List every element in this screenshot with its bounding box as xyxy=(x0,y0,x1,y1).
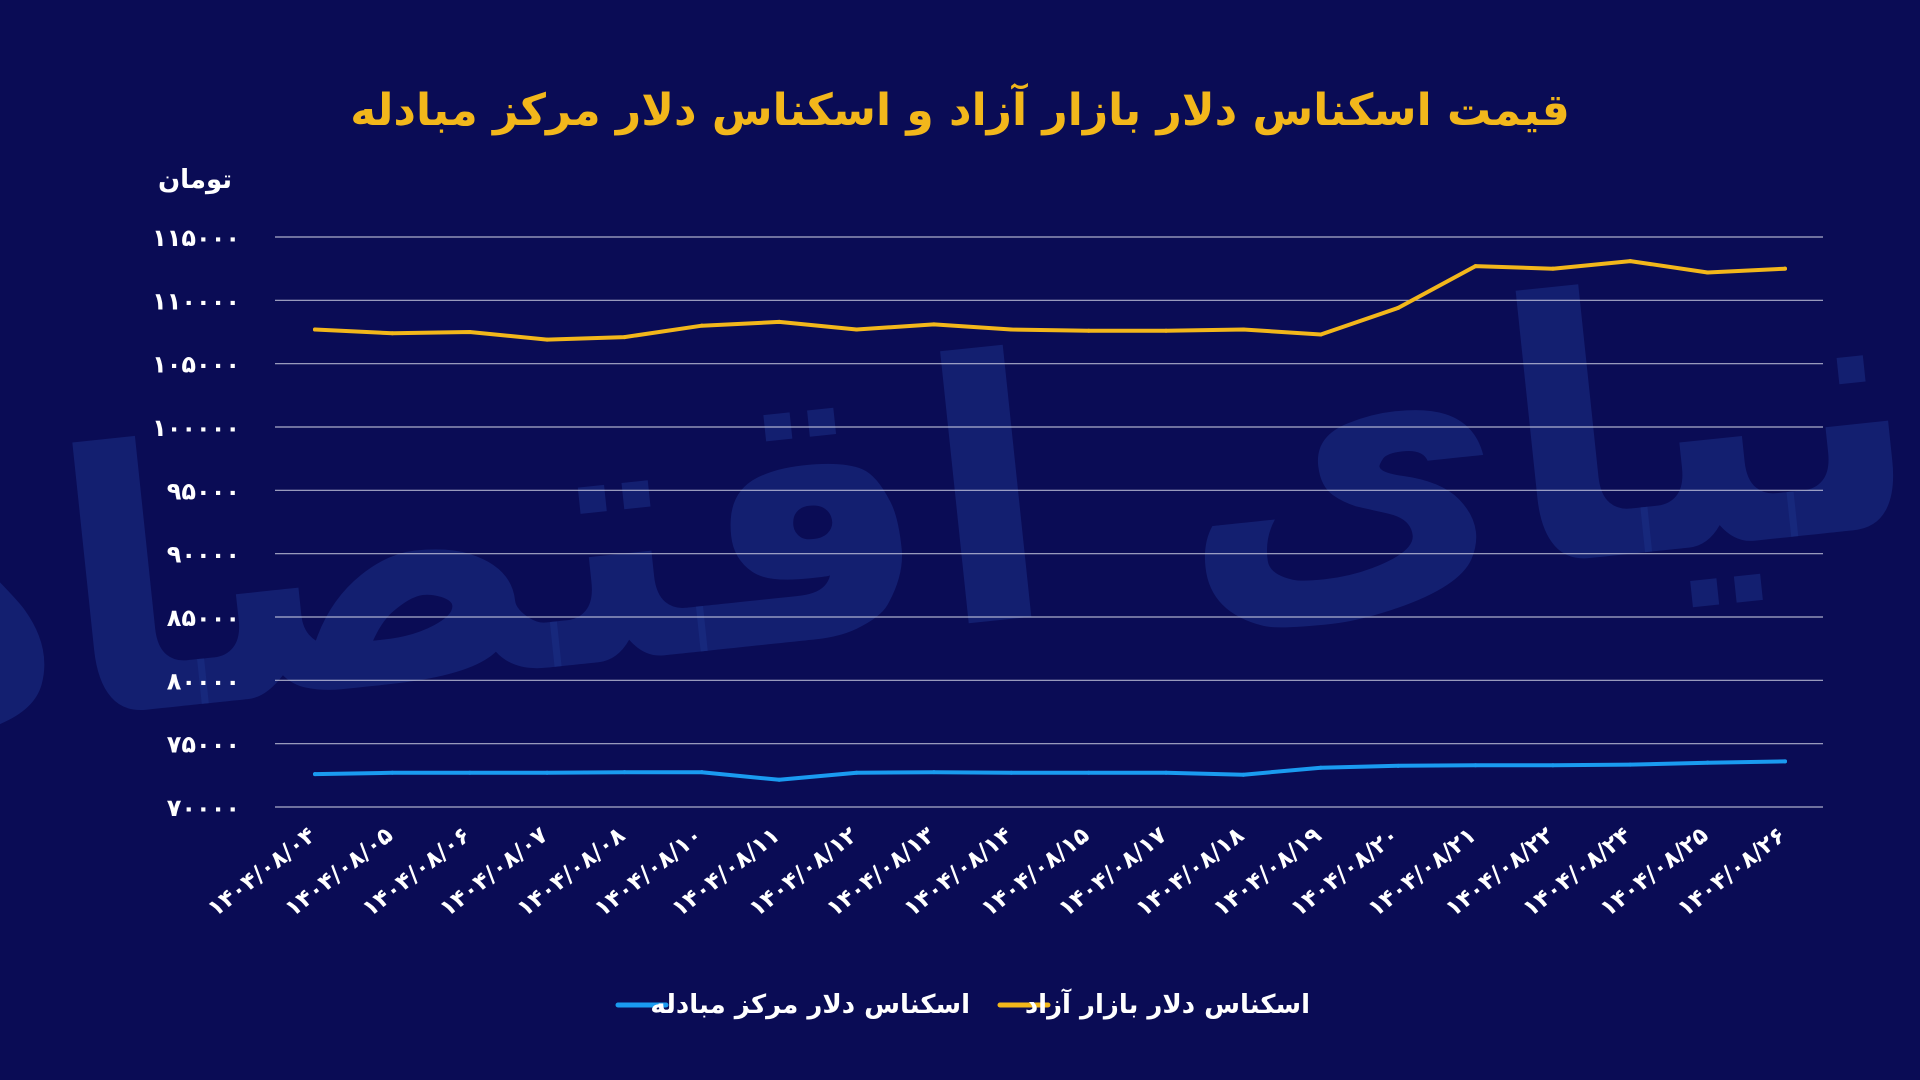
data-point xyxy=(1241,772,1246,777)
data-point xyxy=(1550,266,1555,271)
data-point xyxy=(622,335,627,340)
data-point xyxy=(467,770,472,775)
data-point xyxy=(1396,305,1401,310)
y-tick-label: ۸۰۰۰۰ xyxy=(167,667,240,695)
data-point xyxy=(1164,328,1169,333)
data-point xyxy=(1705,270,1710,275)
y-axis-label: تومان xyxy=(158,165,232,195)
legend-label: اسکناس دلار مرکز مبادله xyxy=(650,990,970,1020)
data-point xyxy=(545,337,550,342)
data-point xyxy=(1396,763,1401,768)
chart-title: قیمت اسکناس دلار بازار آزاد و اسکناس دلا… xyxy=(350,82,1570,136)
y-tick-label: ۷۰۰۰۰ xyxy=(167,794,240,822)
data-point xyxy=(1009,327,1014,332)
data-point xyxy=(777,777,782,782)
data-point xyxy=(390,331,395,336)
legend-label: اسکناس دلار بازار آزاد xyxy=(1025,988,1310,1020)
series-line-free-market xyxy=(313,259,1787,342)
data-point xyxy=(622,770,627,775)
data-point xyxy=(313,772,317,777)
data-point xyxy=(1473,264,1478,269)
data-point xyxy=(1009,770,1014,775)
data-point xyxy=(1086,770,1091,775)
data-point xyxy=(545,770,550,775)
data-point xyxy=(1086,328,1091,333)
y-tick-label: ۹۵۰۰۰ xyxy=(167,477,240,505)
data-point xyxy=(931,770,936,775)
data-point xyxy=(1705,760,1710,765)
data-point xyxy=(699,770,704,775)
data-point xyxy=(390,770,395,775)
y-tick-label: ۷۵۰۰۰ xyxy=(167,731,240,759)
series-line-exchange-center xyxy=(313,759,1787,782)
data-point xyxy=(1473,763,1478,768)
series-layer xyxy=(313,259,1787,782)
y-tick-label: ۱۱۵۰۰۰ xyxy=(152,224,240,252)
data-point xyxy=(1783,266,1787,271)
legend: اسکناس دلار بازار آزاد اسکناس دلار مرکز م… xyxy=(615,988,1310,1020)
data-point xyxy=(1318,332,1323,337)
data-point xyxy=(467,330,472,334)
data-point xyxy=(1628,259,1633,264)
data-point xyxy=(1164,770,1169,775)
data-point xyxy=(1628,762,1633,767)
x-tick-labels: ۱۴۰۴/۰۸/۰۴۱۴۰۴/۰۸/۰۵۱۴۰۴/۰۸/۰۶۱۴۰۴/۰۸/۰۷… xyxy=(203,822,1791,922)
y-tick-label: ۱۱۰۰۰۰ xyxy=(152,287,240,315)
y-tick-label: ۱۰۰۰۰۰ xyxy=(152,414,240,442)
data-point xyxy=(1318,765,1323,770)
y-tick-label: ۱۰۵۰۰۰ xyxy=(152,351,240,379)
grid-layer xyxy=(275,236,1823,808)
y-tick-label: ۸۵۰۰۰ xyxy=(167,604,240,632)
data-point xyxy=(1241,327,1246,332)
watermark: دنیای اقتصاد xyxy=(0,171,1920,822)
y-tick-label: ۹۰۰۰۰ xyxy=(167,541,240,569)
data-point xyxy=(699,323,704,328)
data-point xyxy=(1550,763,1555,768)
y-tick-labels: ۷۰۰۰۰ ۷۵۰۰۰ ۸۰۰۰۰ ۸۵۰۰۰ ۹۰۰۰۰ ۹۵۰۰۰ ۱۰۰۰۰۰ ۱۰۵۰… xyxy=(152,224,240,822)
data-point xyxy=(313,327,317,332)
data-point xyxy=(931,322,936,327)
data-point xyxy=(854,770,859,775)
data-point xyxy=(1783,759,1787,764)
data-point xyxy=(777,319,782,324)
data-point xyxy=(854,327,859,332)
